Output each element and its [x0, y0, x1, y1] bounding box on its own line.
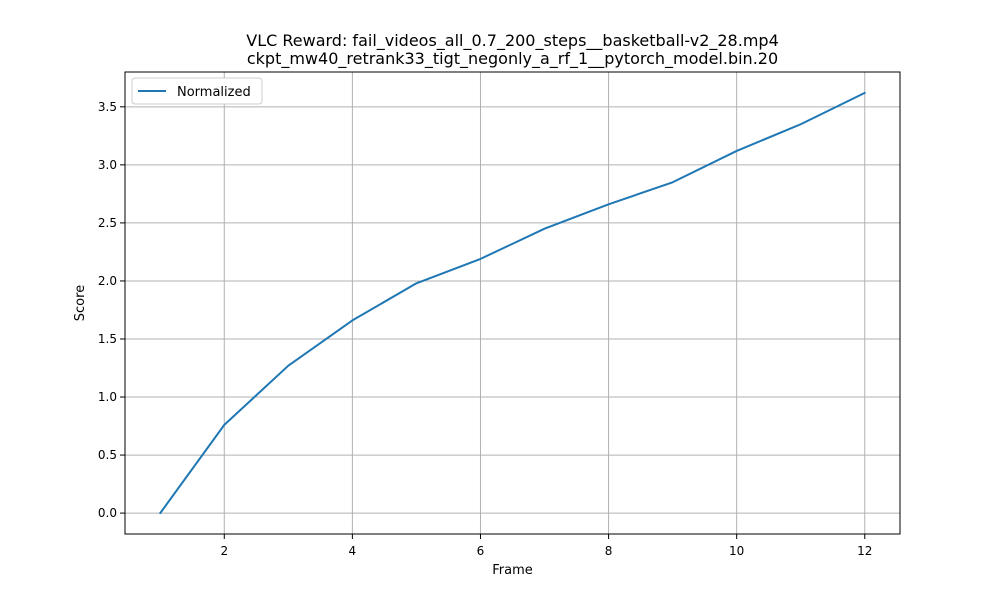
axis-ticks: 2 4 6 8 10 12 0.0 0.5 1.0 1.5 2.0 2.5 3.0 3.5 [98, 100, 873, 558]
x-tick-label: 8 [605, 544, 613, 558]
y-tick-label: 0.0 [98, 506, 117, 520]
y-tick-label: 3.0 [98, 158, 117, 172]
series-line-normalized [159, 91, 866, 515]
chart-title: VLC Reward: fail_videos_all_0.7_200_step… [246, 31, 779, 51]
x-tick-label: 12 [857, 544, 872, 558]
y-tick-label: 1.5 [98, 332, 117, 346]
y-tick-label: 2.0 [98, 274, 117, 288]
series-layer [159, 91, 866, 515]
y-axis-label: Score [73, 285, 88, 321]
y-tick-label: 2.5 [98, 216, 117, 230]
legend-box [131, 77, 263, 105]
legend: Normalized [131, 77, 263, 105]
x-tick-label: 4 [349, 544, 357, 558]
x-tick-label: 10 [729, 544, 744, 558]
y-tick-label: 3.5 [98, 100, 117, 114]
x-tick-label: 6 [477, 544, 485, 558]
y-tick-label: 1.0 [98, 390, 117, 404]
legend-label-normalized: Normalized [177, 85, 251, 100]
chart-subtitle: ckpt_mw40_retrank33_tigt_negonly_a_rf_1_… [247, 49, 778, 69]
y-tick-label: 0.5 [98, 448, 117, 462]
x-tick-label: 2 [220, 544, 228, 558]
plot-area-frame [124, 71, 901, 535]
x-axis-label: Frame [492, 563, 533, 578]
